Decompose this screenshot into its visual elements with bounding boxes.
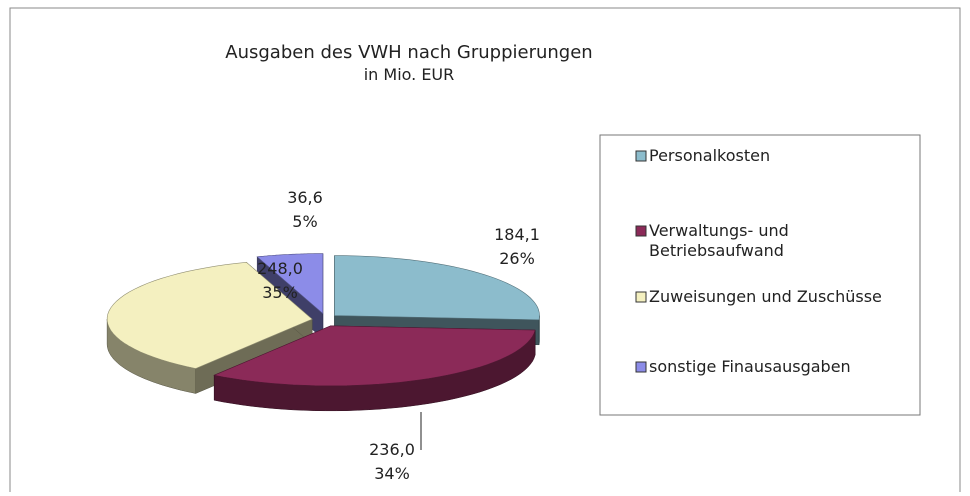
legend-label-line: Verwaltungs- und bbox=[649, 221, 789, 240]
legend-box bbox=[599, 134, 921, 416]
legend-label-line: Betriebsaufwand bbox=[649, 241, 784, 260]
slice-top bbox=[106, 261, 313, 369]
legend-label: Personalkosten bbox=[649, 146, 770, 165]
data-label: 236,0 bbox=[369, 440, 415, 459]
legend-swatch bbox=[635, 361, 647, 373]
slice bbox=[213, 325, 536, 412]
legend-swatch bbox=[635, 150, 647, 162]
chart-title: Ausgaben des VWH nach Gruppierungen bbox=[225, 42, 592, 63]
legend-label: sonstige Finausausgaben bbox=[649, 357, 851, 376]
slice-top bbox=[213, 325, 536, 387]
legend-swatch bbox=[635, 225, 647, 237]
legend-label: Zuweisungen und Zuschüsse bbox=[649, 287, 882, 306]
legend-swatch bbox=[635, 291, 647, 303]
data-label: 35% bbox=[262, 283, 298, 302]
data-label: 36,6 bbox=[287, 188, 323, 207]
data-label: 5% bbox=[292, 212, 317, 231]
data-label: 248,0 bbox=[257, 259, 303, 278]
slice-top bbox=[334, 255, 540, 321]
data-label: 26% bbox=[499, 249, 535, 268]
chart-subtitle: in Mio. EUR bbox=[364, 65, 455, 84]
data-label: 184,1 bbox=[494, 225, 540, 244]
slice-top bbox=[256, 253, 324, 315]
legend-label: Verwaltungs- und Betriebsaufwand bbox=[649, 221, 789, 260]
data-label: 34% bbox=[374, 464, 410, 483]
